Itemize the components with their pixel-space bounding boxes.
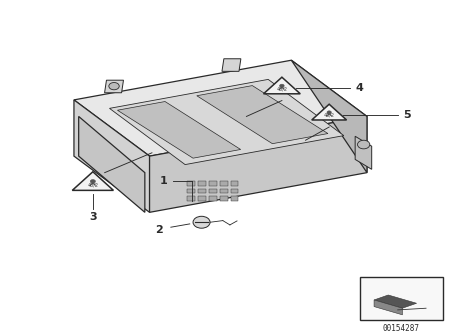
Text: 4: 4 [356,83,364,93]
Circle shape [357,140,370,149]
Polygon shape [209,196,217,201]
Polygon shape [355,136,372,169]
Polygon shape [198,188,206,193]
Circle shape [193,216,210,228]
Polygon shape [222,59,241,71]
Polygon shape [220,196,228,201]
Polygon shape [118,102,241,158]
Text: 40/2: 40/2 [276,86,287,91]
Text: 00154287: 00154287 [383,324,420,333]
Polygon shape [292,60,367,173]
Text: 1: 1 [160,176,168,186]
Polygon shape [105,80,124,93]
Bar [360,277,443,320]
Polygon shape [209,188,217,193]
Polygon shape [220,181,228,186]
Text: 40/2: 40/2 [87,182,98,187]
Polygon shape [74,60,367,156]
Polygon shape [209,181,217,186]
Polygon shape [150,117,367,212]
Circle shape [109,82,119,90]
Polygon shape [231,181,238,186]
Polygon shape [231,196,238,201]
Polygon shape [74,100,150,212]
Polygon shape [79,117,145,212]
Circle shape [90,180,95,183]
Polygon shape [231,188,238,193]
Text: 2: 2 [155,224,163,234]
Polygon shape [374,300,402,315]
Polygon shape [187,196,195,201]
Text: 5: 5 [403,110,411,120]
Polygon shape [374,295,417,308]
Polygon shape [72,172,113,190]
Polygon shape [197,86,328,144]
Circle shape [280,84,284,88]
Polygon shape [187,188,195,193]
Polygon shape [187,181,195,186]
Polygon shape [312,104,346,120]
Circle shape [327,111,331,114]
Polygon shape [109,79,344,165]
Text: 3: 3 [89,212,97,222]
Text: 40/2: 40/2 [324,113,335,118]
Polygon shape [198,181,206,186]
Polygon shape [220,188,228,193]
Polygon shape [198,196,206,201]
Polygon shape [264,77,300,94]
